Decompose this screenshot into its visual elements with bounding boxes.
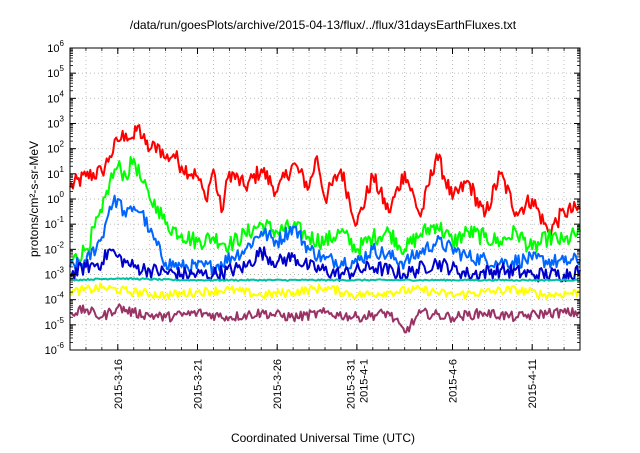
series-line-2 [69, 156, 581, 264]
y-tick-base: 10 [47, 93, 59, 105]
x-tick-label: 2015-3-26 [272, 359, 284, 409]
y-tick-base: 10 [47, 43, 59, 55]
y-tick-exponent: -2 [57, 240, 65, 249]
y-tick-base: 10 [45, 345, 57, 357]
y-tick-exponent: -6 [57, 341, 65, 350]
y-tick-exponent: 5 [60, 64, 65, 73]
y-tick-label: 101 [47, 165, 64, 181]
y-tick-label: 10-4 [45, 291, 65, 307]
y-tick-label: 10-2 [45, 240, 65, 256]
y-tick-exponent: 3 [60, 115, 65, 124]
y-tick-base: 10 [47, 68, 59, 80]
y-tick-base: 10 [47, 119, 59, 131]
x-axis-ticks: 2015-3-16 2015-3-21 2015-3-26 2015-3-31 2015… [69, 48, 581, 409]
x-tick-label: 2015-4-1 [358, 359, 370, 403]
x-axis-label: Coordinated Universal Time (UTC) [231, 431, 415, 445]
y-tick-base: 10 [45, 295, 57, 307]
y-tick-base: 10 [45, 270, 57, 282]
y-tick-base: 10 [45, 320, 57, 332]
y-axis-ticks: 10-610-510-410-310-210-11001011021031041… [45, 39, 580, 357]
y-tick-label: 103 [47, 115, 64, 131]
y-tick-base: 10 [47, 169, 59, 181]
grid-lines [70, 48, 580, 350]
x-tick-label: 2015-3-16 [113, 359, 125, 409]
y-tick-exponent: -4 [57, 291, 65, 300]
x-tick-label: 2015-4-11 [527, 359, 539, 408]
y-tick-label: 10-5 [45, 316, 65, 332]
y-tick-label: 10-3 [45, 266, 65, 282]
series-line-1 [69, 124, 581, 236]
series-line-3 [69, 194, 581, 276]
y-tick-exponent: 1 [60, 165, 65, 174]
y-tick-exponent: -3 [57, 266, 65, 275]
y-tick-label: 104 [47, 89, 64, 105]
series-line-7 [69, 303, 581, 334]
series-line-4 [69, 246, 581, 283]
chart-title: /data/run/goesPlots/archive/2015-04-13/f… [130, 18, 517, 32]
y-axis-label: protons/cm²-s-sr-MeV [27, 141, 41, 257]
y-tick-base: 10 [47, 144, 59, 156]
y-tick-label: 10-1 [45, 215, 65, 231]
y-tick-exponent: -5 [57, 316, 65, 325]
x-tick-label: 2015-3-31 [345, 359, 357, 409]
y-tick-exponent: 2 [60, 140, 65, 149]
x-tick-label: 2015-4-6 [448, 359, 460, 403]
y-tick-label: 10-6 [45, 341, 65, 357]
y-tick-label: 105 [47, 64, 64, 80]
y-tick-base: 10 [45, 219, 57, 231]
y-tick-label: 102 [47, 140, 64, 156]
y-tick-exponent: -1 [57, 215, 65, 224]
y-tick-exponent: 4 [60, 89, 65, 98]
y-tick-base: 10 [47, 194, 59, 206]
series-line-5 [69, 277, 581, 282]
x-tick-label: 2015-3-21 [193, 359, 205, 409]
series-group [69, 124, 581, 334]
y-tick-base: 10 [45, 244, 57, 256]
y-tick-label: 106 [47, 39, 64, 55]
y-tick-exponent: 0 [60, 190, 65, 199]
series-line-6 [69, 282, 581, 301]
y-tick-exponent: 6 [60, 39, 65, 48]
y-tick-label: 100 [47, 190, 64, 206]
